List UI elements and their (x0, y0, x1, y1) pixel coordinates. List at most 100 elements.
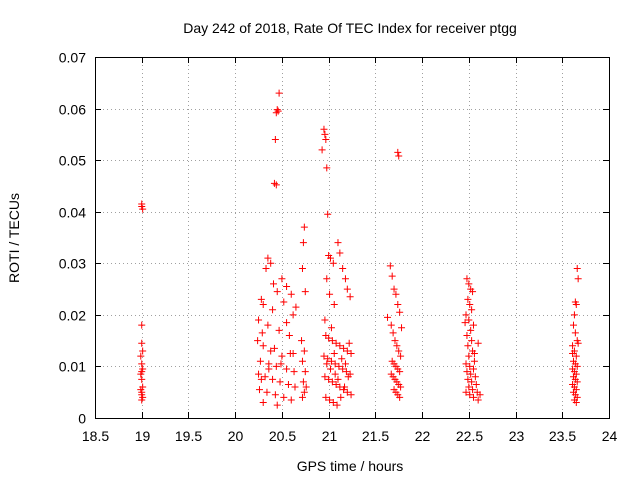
data-point (573, 362, 581, 370)
data-point (467, 370, 475, 378)
x-tick-label: 24 (602, 428, 618, 444)
data-point (323, 275, 331, 283)
data-point (320, 125, 328, 133)
data-point (329, 399, 337, 407)
data-point (341, 383, 349, 391)
data-point (137, 370, 145, 378)
data-point (337, 393, 345, 401)
data-point (570, 311, 578, 319)
data-point (326, 290, 334, 298)
data-point (287, 396, 295, 404)
data-point (341, 275, 349, 283)
data-point (325, 375, 333, 383)
data-point (258, 329, 266, 337)
data-point (267, 347, 275, 355)
data-point (396, 393, 404, 401)
data-point (278, 275, 286, 283)
chart-title: Day 242 of 2018, Rate Of TEC Index for r… (183, 20, 517, 36)
data-point (386, 262, 394, 270)
data-point (474, 396, 482, 404)
data-point (330, 350, 338, 358)
data-point (466, 391, 474, 399)
data-point (257, 375, 265, 383)
data-point (265, 365, 273, 373)
y-axis-label: ROTI / TECUs (6, 193, 22, 283)
data-point (275, 89, 283, 97)
data-point (292, 303, 300, 311)
data-point (299, 239, 307, 247)
data-point (324, 355, 332, 363)
data-point (469, 393, 477, 401)
data-point (290, 368, 298, 376)
data-point (269, 306, 277, 314)
data-point (471, 373, 479, 381)
data-point (287, 290, 295, 298)
data-point (322, 393, 330, 401)
data-point (467, 326, 475, 334)
data-point (343, 285, 351, 293)
x-tick-label: 22.5 (456, 428, 483, 444)
data-point (397, 383, 405, 391)
data-point (572, 399, 580, 407)
data-point (298, 337, 306, 345)
data-point (469, 386, 477, 394)
data-point (345, 339, 353, 347)
x-tick-label: 18.5 (82, 428, 109, 444)
data-point (138, 396, 146, 404)
data-point (254, 337, 262, 345)
data-point (300, 223, 308, 231)
data-point (321, 373, 329, 381)
data-point (327, 324, 335, 332)
data-point (333, 401, 341, 409)
data-point (271, 391, 279, 399)
data-point (326, 396, 334, 404)
y-tick-label: 0.05 (59, 153, 86, 169)
data-point (339, 365, 347, 373)
data-point (336, 342, 344, 350)
y-tick-label: 0.07 (59, 50, 86, 66)
data-point (476, 391, 484, 399)
data-point (393, 342, 401, 350)
data-point (286, 350, 294, 358)
data-point (283, 365, 291, 373)
data-point (329, 259, 337, 267)
data-point (338, 355, 346, 363)
data-point (300, 388, 308, 396)
data-point (468, 306, 476, 314)
data-point (574, 339, 582, 347)
data-point (331, 360, 339, 368)
data-point (322, 136, 330, 144)
x-tick-labels: 18.5 19 19.5 20 20.5 21 21.5 22 22.5 23 23.5 24 (82, 428, 618, 444)
data-point (278, 352, 286, 360)
data-point (273, 401, 281, 409)
data-point (396, 308, 404, 316)
data-point (276, 378, 284, 386)
data-point (464, 375, 472, 383)
data-point (323, 360, 331, 368)
data-point (255, 316, 263, 324)
data-point (468, 337, 476, 345)
data-point (299, 378, 307, 386)
data-point (389, 329, 397, 337)
data-point (469, 365, 477, 373)
y-tick-label: 0.02 (59, 308, 86, 324)
data-point (255, 386, 263, 394)
data-point (269, 280, 277, 288)
data-point (137, 352, 145, 360)
data-point (283, 319, 291, 327)
data-point (395, 347, 403, 355)
data-point (323, 164, 331, 172)
data-point (256, 357, 264, 365)
data-point (572, 352, 580, 360)
data-point (298, 393, 306, 401)
y-tick-label: 0 (78, 411, 86, 427)
data-point (342, 368, 350, 376)
data-point (272, 109, 280, 117)
data-point (392, 290, 400, 298)
y-tick-label: 0.04 (59, 205, 86, 221)
data-point (280, 298, 288, 306)
data-point (347, 391, 355, 399)
data-point (324, 210, 332, 218)
data-point (343, 347, 351, 355)
